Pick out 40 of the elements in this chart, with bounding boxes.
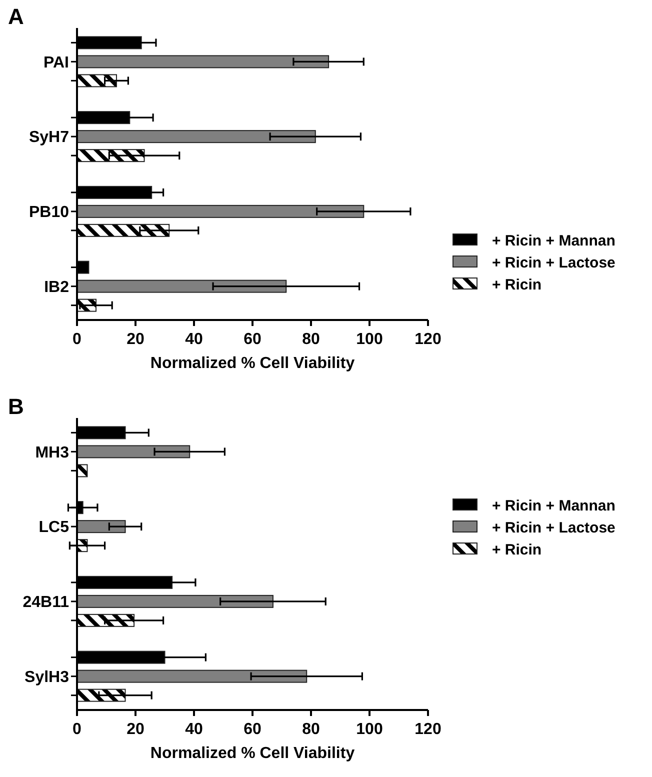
x-tick-label: 40 xyxy=(185,331,203,348)
y-tick-label: SyH7 xyxy=(28,129,70,146)
text: + Ricin xyxy=(492,276,542,294)
y-tick-label: IB2 xyxy=(44,278,70,296)
x-axis-title: Normalized % Cell Viability xyxy=(150,745,355,762)
x-tick-label: 60 xyxy=(244,721,262,738)
bar xyxy=(76,130,316,144)
y-tick-label: 24B11 xyxy=(22,594,70,612)
x-tick-label: 0 xyxy=(72,721,82,738)
x-tick-label: 80 xyxy=(302,721,320,738)
y-tick-label: LC5 xyxy=(38,519,70,536)
x-tick-label: 60 xyxy=(244,331,262,348)
x-tick-label: 0 xyxy=(72,331,82,348)
x-tick-label: 80 xyxy=(302,331,320,348)
x-tick-label: 100 xyxy=(356,721,383,738)
y-tick-label: SylH3 xyxy=(24,668,70,686)
bar xyxy=(76,670,308,683)
bar xyxy=(76,520,126,534)
chart-title: A xyxy=(8,4,24,29)
legend-label: + Ricin + Lactose xyxy=(492,519,616,536)
legend-label: + Ricin + Lactose xyxy=(492,254,616,272)
x-tick-label: 120 xyxy=(414,331,442,348)
y-tick-label: MH3 xyxy=(35,444,70,462)
y-tick-label: PAI xyxy=(44,54,69,72)
chart-title: B xyxy=(8,394,24,419)
x-tick-label: 100 xyxy=(356,331,383,348)
bar xyxy=(76,204,364,218)
legend-label: + Ricin + Mannan xyxy=(492,232,616,250)
x-tick-label: 120 xyxy=(414,721,442,738)
bar xyxy=(76,594,274,608)
text: + Ricin xyxy=(492,541,542,558)
x-axis-title: Normalized % Cell Viability xyxy=(150,355,355,372)
x-tick-label: 20 xyxy=(126,721,144,738)
bar xyxy=(76,55,330,68)
bar xyxy=(76,445,190,458)
x-tick-label: 40 xyxy=(185,721,203,738)
legend-label: + Ricin + Mannan xyxy=(492,497,616,514)
x-tick-label: 20 xyxy=(126,331,144,348)
bar xyxy=(76,280,287,293)
y-tick-label: PB10 xyxy=(28,204,70,222)
